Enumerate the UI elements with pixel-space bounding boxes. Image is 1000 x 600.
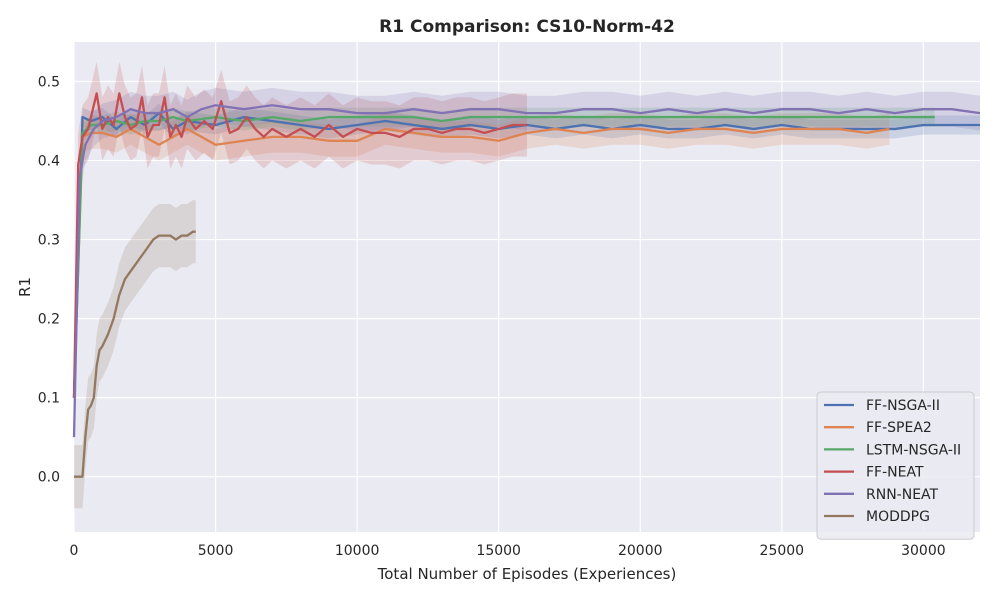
series-line-moddpg <box>74 230 196 478</box>
series-line-ff-spea2 <box>72 127 890 398</box>
legend-label-ff-nsga-ii: FF-NSGA-II <box>866 398 940 414</box>
x-tick-label: 15000 <box>476 543 521 559</box>
x-tick-label: 10000 <box>335 543 380 559</box>
x-tick-label: 0 <box>70 543 79 559</box>
legend-box <box>816 391 975 540</box>
legend-label-ff-spea2: FF-SPEA2 <box>866 420 932 436</box>
band-ff-nsga-ii <box>74 103 980 408</box>
x-tick-label: 25000 <box>760 543 805 559</box>
series-line-ff-neat <box>72 92 527 398</box>
grid-lines <box>73 42 980 532</box>
legend-label-lstm-nsga-ii: LSTM-NSGA-II <box>866 442 961 458</box>
y-tick-label: 0.4 <box>38 154 60 170</box>
x-tick-labels: 0 5000 10000 15000 20000 25000 30000 <box>70 543 946 559</box>
y-tick-label: 0.3 <box>38 233 60 249</box>
legend-label-moddpg: MODDPG <box>866 509 930 525</box>
y-tick-labels: 0.0 0.1 0.2 0.3 0.4 0.5 <box>38 75 60 486</box>
x-tick-label: 20000 <box>618 543 663 559</box>
y-tick-label: 0.5 <box>38 75 60 91</box>
y-tick-label: 0.2 <box>38 312 60 328</box>
y-tick-label: 0.0 <box>38 470 60 486</box>
legend-label-ff-neat: FF-NEAT <box>866 465 924 481</box>
series-line-rnn-neat <box>72 104 981 438</box>
series-lines <box>72 92 981 478</box>
chart-title: R1 Comparison: CS10-Norm-42 <box>379 17 675 37</box>
band-ff-neat <box>74 61 527 430</box>
y-tick-label: 0.1 <box>38 391 60 407</box>
x-tick-label: 5000 <box>198 543 234 559</box>
legend-label-rnn-neat: RNN-NEAT <box>866 487 939 503</box>
band-rnn-neat <box>74 87 980 455</box>
x-axis-label: Total Number of Episodes (Experiences) <box>377 565 677 583</box>
x-tick-label: 30000 <box>901 543 946 559</box>
y-axis-label: R1 <box>16 277 34 297</box>
legend: FF-NSGA-II FF-SPEA2 LSTM-NSGA-II FF-NEAT RNN… <box>816 391 975 540</box>
